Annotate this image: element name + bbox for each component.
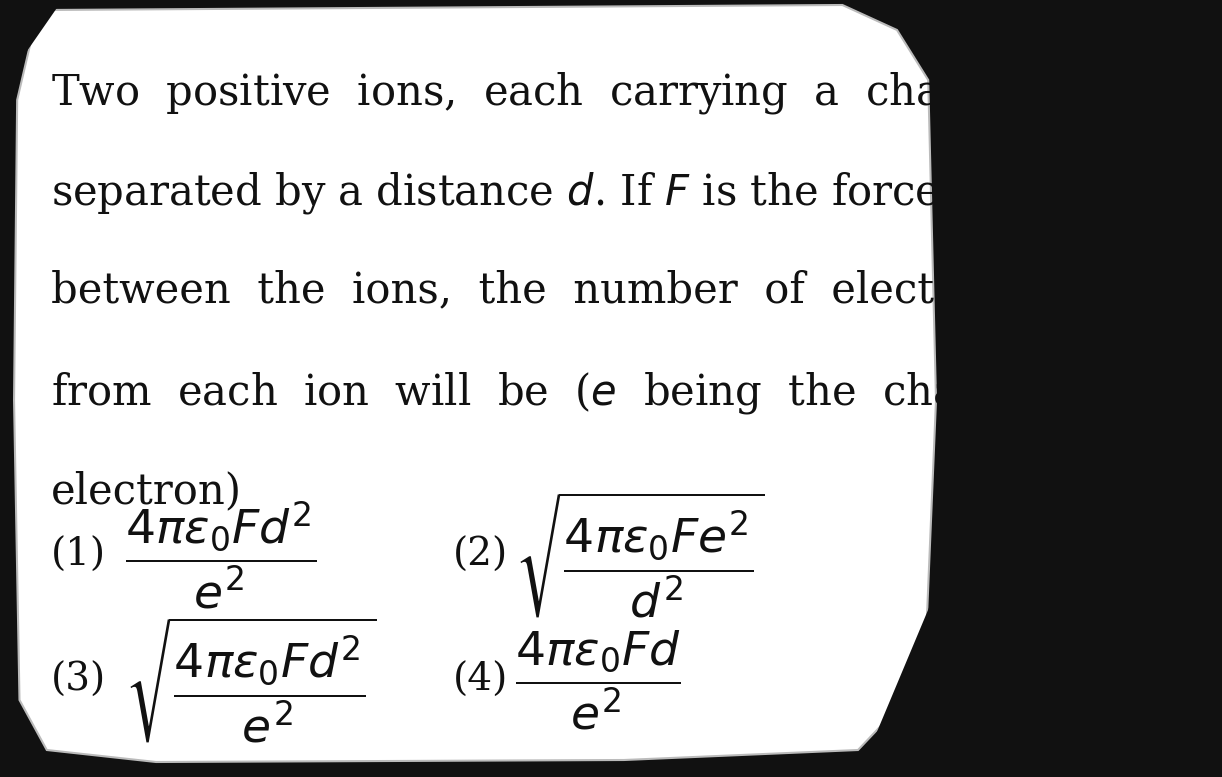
Text: $\dfrac{4\pi\varepsilon_0 Fd^2}{e^2}$: $\dfrac{4\pi\varepsilon_0 Fd^2}{e^2}$ (125, 499, 316, 611)
Text: (2): (2) (452, 536, 507, 573)
Text: between  the  ions,  the  number  of  electrons  missing: between the ions, the number of electron… (50, 270, 1216, 312)
Text: separated by a distance $d$. If $F$ is the force of repulsion: separated by a distance $d$. If $F$ is t… (50, 170, 1205, 216)
Text: from  each  ion  will  be  ($e$  being  the  charge  on  an: from each ion will be ($e$ being the cha… (50, 370, 1185, 416)
Polygon shape (13, 5, 936, 762)
Text: (3): (3) (50, 661, 106, 699)
Text: (1): (1) (50, 536, 106, 573)
Text: $\dfrac{4\pi\varepsilon_0 Fd}{e^2}$: $\dfrac{4\pi\varepsilon_0 Fd}{e^2}$ (514, 628, 681, 732)
Polygon shape (0, 680, 55, 777)
Text: electron): electron) (50, 470, 242, 512)
Text: $\sqrt{\dfrac{4\pi\varepsilon_0 Fe^2}{d^2}}$: $\sqrt{\dfrac{4\pi\varepsilon_0 Fe^2}{d^… (514, 490, 765, 620)
Text: Two  positive  ions,  each  carrying  a  charge  $q$,  are: Two positive ions, each carrying a charg… (50, 70, 1173, 116)
Polygon shape (0, 0, 62, 90)
Text: (4): (4) (452, 661, 508, 699)
Text: $\sqrt{\dfrac{4\pi\varepsilon_0 Fd^2}{e^2}}$: $\sqrt{\dfrac{4\pi\varepsilon_0 Fd^2}{e^… (125, 615, 376, 745)
Polygon shape (858, 550, 953, 777)
